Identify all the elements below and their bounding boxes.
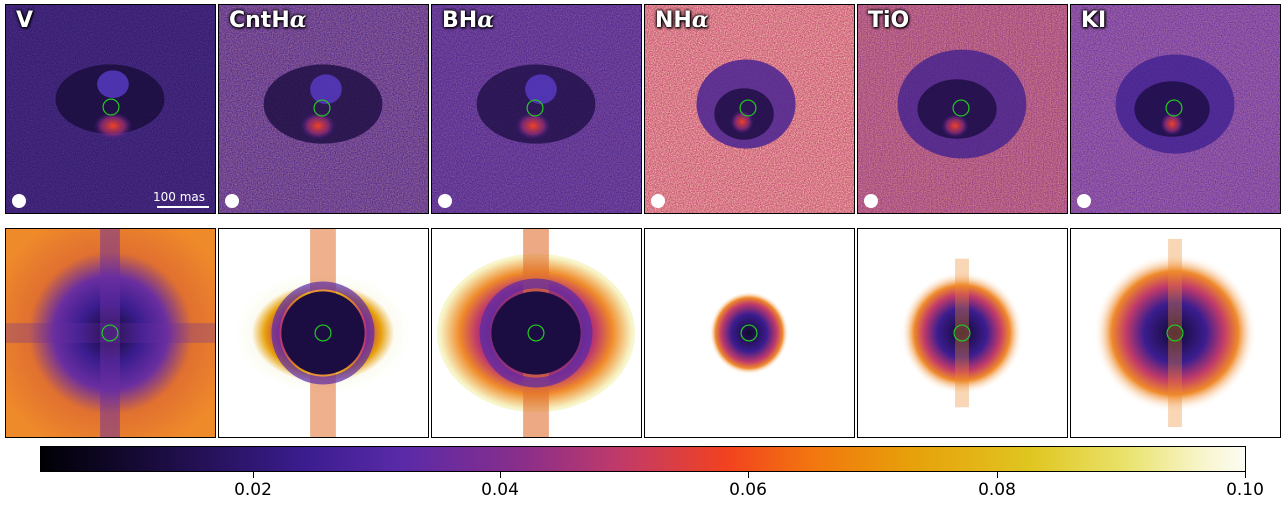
image-nh-bottom bbox=[645, 229, 854, 437]
colorbar bbox=[40, 446, 1246, 472]
colorbar-tick-label: 0.02 bbox=[234, 480, 272, 500]
panel-bh-bottom bbox=[431, 228, 642, 438]
colorbar-tick-label: 0.10 bbox=[1226, 480, 1264, 500]
beam-marker bbox=[651, 194, 665, 208]
panel-ki-bottom bbox=[1070, 228, 1281, 438]
colorbar-tick bbox=[500, 472, 501, 478]
panel-label-tio: TiO bbox=[868, 8, 910, 33]
image-tio-top bbox=[858, 5, 1067, 213]
panel-nh-top: NHα bbox=[644, 4, 855, 214]
image-bh-top bbox=[432, 5, 641, 213]
beam-marker bbox=[864, 194, 878, 208]
panel-label-cnth: CntHα bbox=[229, 7, 307, 33]
panel-cnth-top: CntHα bbox=[218, 4, 429, 214]
colorbar-tick-label: 0.06 bbox=[729, 480, 767, 500]
scale-bar-label: 100 mas bbox=[153, 190, 206, 204]
panel-tio-top: TiO bbox=[857, 4, 1068, 214]
image-cnth-top bbox=[219, 5, 428, 213]
panel-bh-top: BHα bbox=[431, 4, 642, 214]
panel-v-top: V 100 mas bbox=[5, 4, 216, 214]
panel-label-nh: NHα bbox=[655, 7, 709, 33]
panel-tio-bottom bbox=[857, 228, 1068, 438]
image-cnth-bottom bbox=[219, 229, 428, 437]
colorbar-tick bbox=[997, 472, 998, 478]
image-bh-bottom bbox=[432, 229, 641, 437]
image-ki-bottom bbox=[1071, 229, 1280, 437]
beam-marker bbox=[438, 194, 452, 208]
colorbar-tick bbox=[1245, 472, 1246, 478]
panel-label-bh: BHα bbox=[442, 7, 495, 33]
image-v-top bbox=[6, 5, 215, 213]
beam-marker bbox=[225, 194, 239, 208]
colorbar-tick bbox=[253, 472, 254, 478]
colorbar-tick bbox=[748, 472, 749, 478]
image-ki-top bbox=[1071, 5, 1280, 213]
beam-marker bbox=[1077, 194, 1091, 208]
panel-label-v: V bbox=[16, 8, 34, 33]
panel-v-bottom bbox=[5, 228, 216, 438]
panel-nh-bottom bbox=[644, 228, 855, 438]
panel-label-ki: KI bbox=[1081, 8, 1107, 33]
beam-marker bbox=[12, 194, 26, 208]
panel-cnth-bottom bbox=[218, 228, 429, 438]
scale-bar: 100 mas bbox=[153, 190, 209, 209]
image-tio-bottom bbox=[858, 229, 1067, 437]
colorbar-tick-label: 0.08 bbox=[978, 480, 1016, 500]
image-v-bottom bbox=[6, 229, 215, 437]
image-nh-top bbox=[645, 5, 854, 213]
colorbar-tick-label: 0.04 bbox=[481, 480, 519, 500]
panel-ki-top: KI bbox=[1070, 4, 1281, 214]
